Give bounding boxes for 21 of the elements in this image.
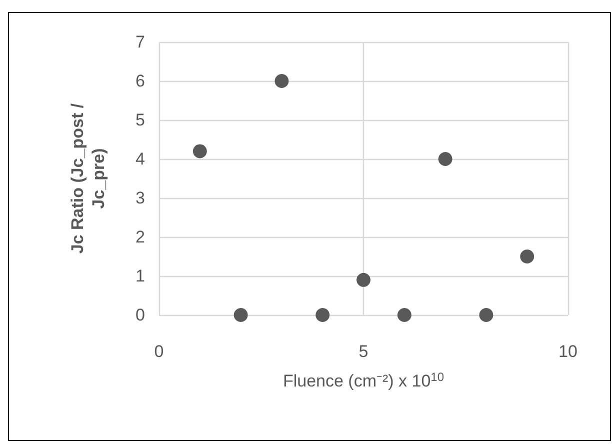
y-tick-label: 4 [136,150,145,168]
x-tick-label: 5 [358,342,368,361]
y-tick-label: 1 [136,266,145,286]
y-tick-label: 7 [136,32,145,52]
point [316,308,330,322]
point [479,308,494,322]
point [520,250,534,264]
y-tick-label: 2 [136,228,145,246]
y-axis-title: Jc Ratio (Jc_post / Jc_pre) [68,103,108,254]
point [234,308,248,322]
y-tick-label: 5 [136,110,145,130]
point [397,308,412,322]
point [356,272,370,287]
y-tick-label: 3 [136,188,145,208]
point [274,74,289,88]
y-tick-label: 6 [136,72,145,90]
x-tick-label: 10 [558,342,578,361]
x-tick-label: 0 [154,342,164,361]
y-tick-label: 0 [136,306,145,324]
point [192,144,207,158]
point [438,152,452,166]
